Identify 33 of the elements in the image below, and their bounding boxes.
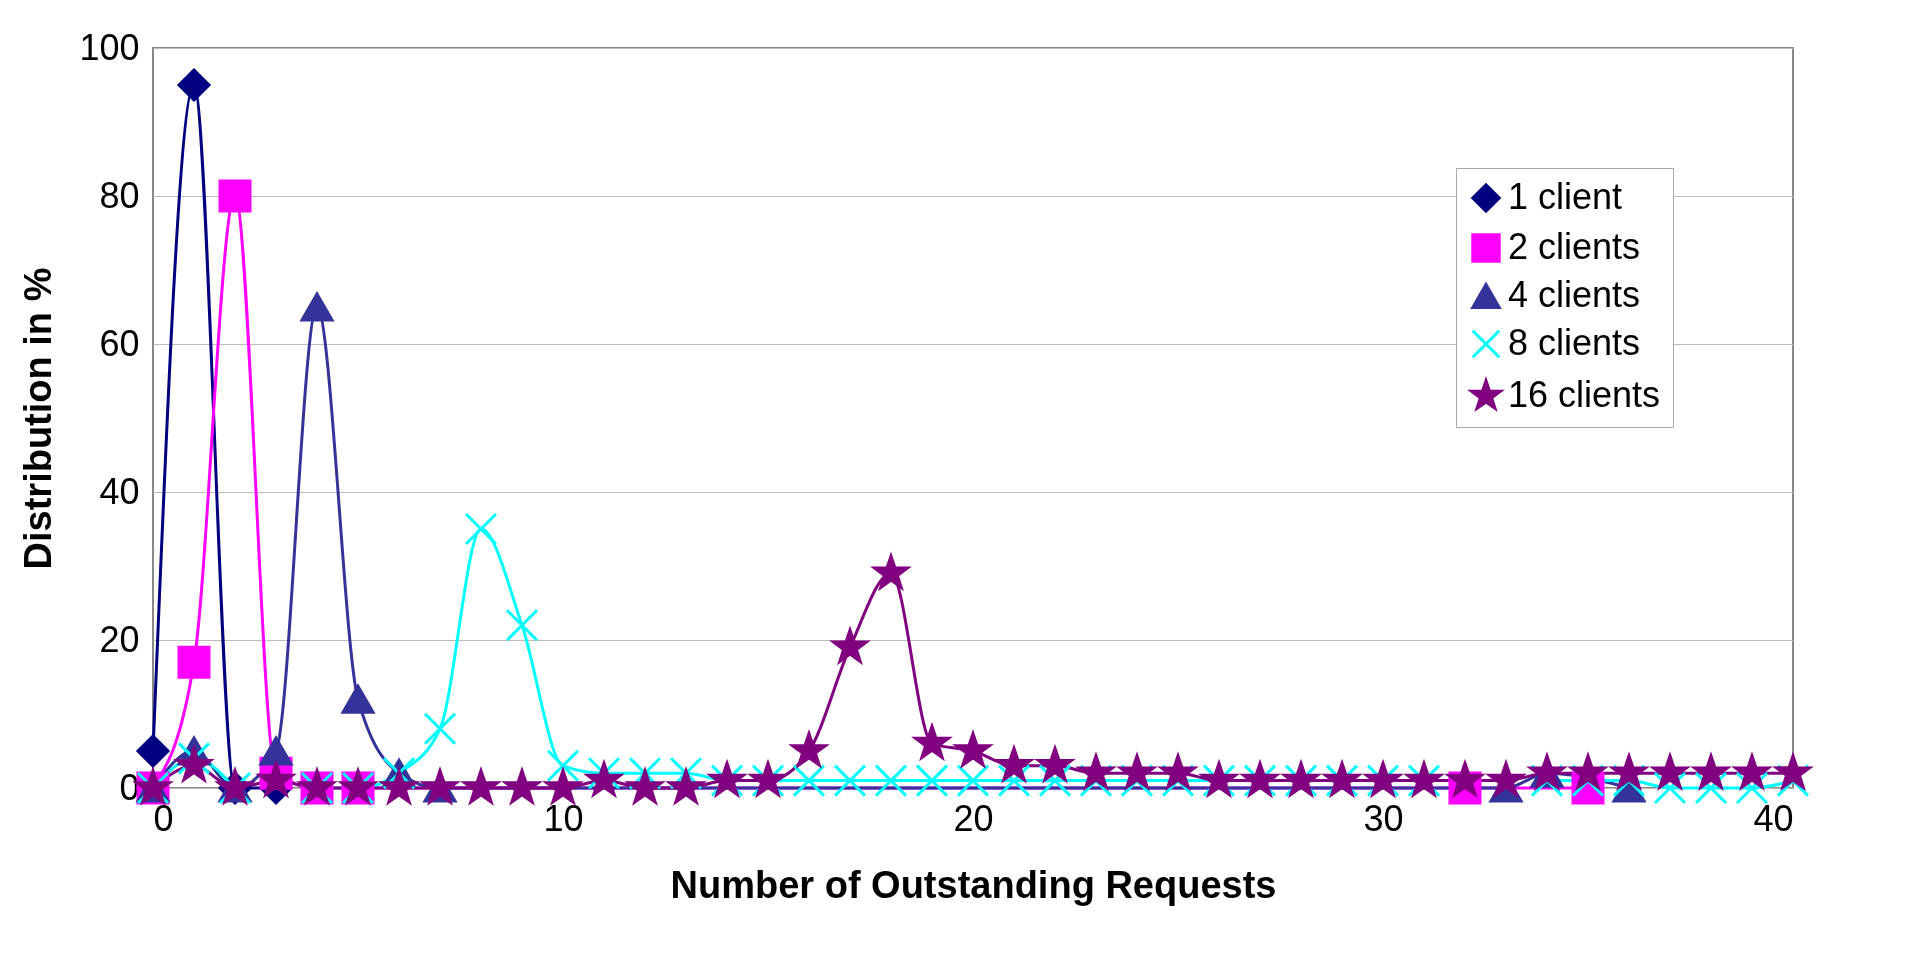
x-tick-label: 0 [153, 797, 174, 839]
point [546, 749, 580, 783]
y-tick-label: 80 [99, 174, 140, 216]
point [833, 764, 867, 798]
legend-label: 4 clients [1508, 274, 1641, 315]
point [177, 68, 211, 102]
y-tick-label: 40 [99, 470, 140, 512]
legend-label: 2 clients [1508, 226, 1641, 267]
point [915, 764, 949, 798]
point [792, 764, 826, 798]
legend-label: 1 client [1508, 176, 1623, 217]
point [177, 645, 211, 679]
y-tick-label: 100 [79, 26, 140, 68]
point [423, 712, 457, 746]
x-axis-title: Number of Outstanding Requests [670, 863, 1277, 906]
x-tick-label: 40 [1753, 797, 1794, 839]
x-tick-label: 20 [953, 797, 994, 839]
y-axis-title: Distribution in % [17, 267, 60, 570]
point [956, 764, 990, 798]
legend-label: 8 clients [1508, 322, 1641, 363]
y-tick-label: 60 [99, 322, 140, 364]
point [136, 734, 170, 768]
point [505, 608, 539, 642]
legend-label: 16 clients [1508, 374, 1661, 415]
point [341, 684, 375, 714]
x-tick-label: 30 [1363, 797, 1404, 839]
x-tick-label: 10 [543, 797, 584, 839]
point [300, 292, 334, 322]
point [464, 512, 498, 546]
y-tick-label: 20 [99, 618, 140, 660]
point [218, 179, 252, 213]
point [259, 736, 293, 766]
point [874, 764, 908, 798]
